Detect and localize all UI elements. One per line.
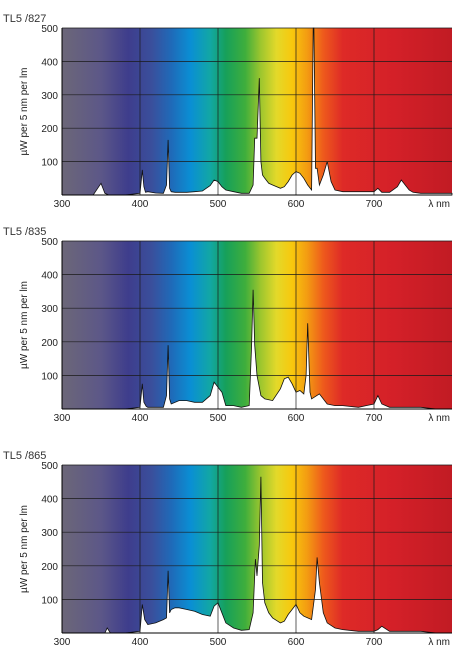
y-tick-label: 300 [41, 91, 58, 102]
y-axis-label: µW per 5 nm per lm [19, 281, 30, 369]
y-axis-label: µW per 5 nm per lm [19, 505, 30, 593]
x-tick-label: 700 [366, 637, 383, 648]
y-tick-label: 400 [41, 271, 58, 282]
y-tick-label: 100 [41, 595, 58, 606]
x-tick-label: 700 [366, 413, 383, 424]
x-tick-label: 400 [132, 637, 149, 648]
x-tick-label: 500 [210, 413, 227, 424]
y-tick-label: 300 [41, 304, 58, 315]
y-tick-label: 400 [41, 495, 58, 506]
y-tick-label: 100 [41, 371, 58, 382]
x-tick-label: 500 [210, 199, 227, 210]
x-tick-label: 300 [54, 413, 71, 424]
chart-title: TL5 /827 [3, 13, 46, 25]
y-tick-label: 200 [41, 338, 58, 349]
chart-3: TL5 /865 100 200 300 400 500 300 400 500 600 700 λ … [3, 450, 452, 648]
y-tick-label: 500 [41, 24, 58, 35]
x-tick-label: 300 [54, 637, 71, 648]
y-tick-label: 200 [41, 124, 58, 135]
chart-1: TL5 /827 100 200 300 400 500 300 400 500 600 700 λ … [3, 13, 452, 210]
x-tick-label: 300 [54, 199, 71, 210]
x-tick-label: 600 [288, 637, 305, 648]
x-axis-label: λ nm [428, 413, 450, 424]
x-tick-label: 500 [210, 637, 227, 648]
y-axis-label: µW per 5 nm per lm [19, 67, 30, 155]
y-tick-label: 300 [41, 528, 58, 539]
x-tick-label: 600 [288, 199, 305, 210]
y-tick-label: 200 [41, 562, 58, 573]
chart-title: TL5 /865 [3, 450, 46, 462]
x-axis-label: λ nm [428, 199, 450, 210]
y-tick-label: 100 [41, 158, 58, 169]
y-tick-label: 500 [41, 461, 58, 472]
y-tick-label: 500 [41, 237, 58, 248]
chart-2: TL5 /835 100 200 300 400 500 300 400 500 600 700 λ … [3, 226, 452, 424]
y-tick-label: 400 [41, 57, 58, 68]
x-tick-label: 400 [132, 413, 149, 424]
x-tick-label: 400 [132, 199, 149, 210]
x-tick-label: 700 [366, 199, 383, 210]
x-tick-label: 600 [288, 413, 305, 424]
x-axis-label: λ nm [428, 637, 450, 648]
chart-title: TL5 /835 [3, 226, 46, 238]
